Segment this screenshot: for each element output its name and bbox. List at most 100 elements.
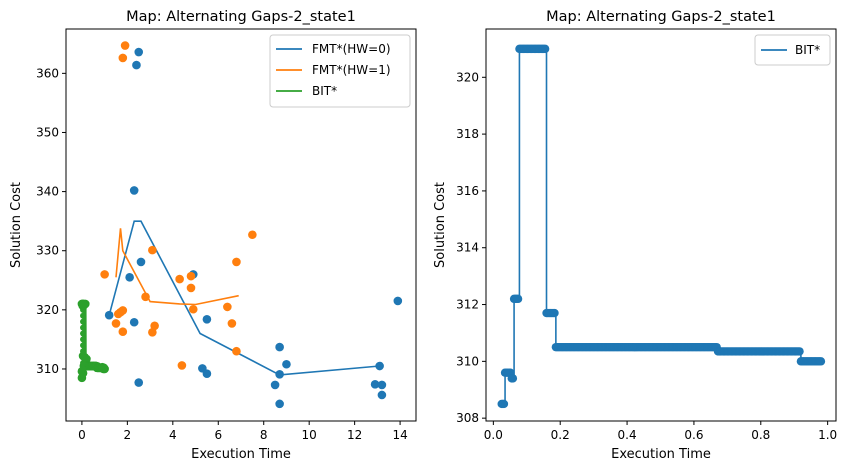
data-point-fmt-hw-1 bbox=[186, 271, 196, 281]
legend-label-bit: BIT* bbox=[312, 84, 337, 98]
legend-label-fmt-hw1: FMT*(HW=1) bbox=[312, 63, 391, 77]
x-tick-label: 0.8 bbox=[751, 428, 770, 442]
x-tick-label: 1.0 bbox=[818, 428, 837, 442]
data-point-fmt-hw-0 bbox=[132, 60, 141, 70]
data-point-fmt-hw-1 bbox=[111, 319, 121, 328]
left-chart-title: Map: Alternating Gaps-2_state1 bbox=[126, 9, 356, 25]
legend-label-fmt-hw0: FMT*(HW=0) bbox=[312, 42, 391, 56]
x-tick-label: 4 bbox=[169, 428, 177, 442]
data-point-bit bbox=[80, 354, 87, 361]
y-tick-label: 318 bbox=[456, 127, 479, 141]
data-point-fmt-hw-0 bbox=[377, 390, 387, 400]
data-point-bit bbox=[816, 357, 826, 366]
data-point-bit bbox=[80, 318, 87, 325]
x-tick-label: 0 bbox=[78, 428, 86, 442]
right-chart-title: Map: Alternating Gaps-2_state1 bbox=[546, 9, 776, 25]
y-tick-label: 310 bbox=[36, 362, 59, 376]
data-point-fmt-hw-1 bbox=[248, 230, 257, 240]
left-chart-plot-area bbox=[77, 41, 403, 409]
y-tick-label: 320 bbox=[456, 70, 479, 84]
right-chart: 0.0 0.2 0.4 0.6 0.8 1.0 308 310 312 314 316 318 320… bbox=[433, 9, 837, 462]
data-point-fmt-hw-1 bbox=[223, 302, 232, 312]
series-line-fmt-hw-0 bbox=[108, 220, 380, 376]
data-point-bit bbox=[80, 330, 87, 337]
y-tick-label: 312 bbox=[456, 298, 479, 312]
data-point-fmt-hw-1 bbox=[118, 53, 128, 63]
left-chart-x-label: Execution Time bbox=[191, 447, 291, 462]
right-chart-plot-area bbox=[497, 44, 826, 409]
right-chart-y-axis: 308 310 312 314 316 318 320 bbox=[456, 70, 486, 425]
data-point-fmt-hw-1 bbox=[150, 321, 159, 331]
x-tick-label: 0.2 bbox=[551, 428, 570, 442]
data-point-bit bbox=[513, 294, 523, 304]
data-point-bit bbox=[80, 365, 87, 372]
right-chart-frame bbox=[485, 28, 837, 422]
data-point-fmt-hw-1 bbox=[177, 361, 187, 370]
data-point-bit bbox=[80, 336, 87, 343]
left-chart-x-axis: 0 2 4 6 8 10 12 14 bbox=[78, 421, 408, 442]
data-point-bit bbox=[80, 324, 87, 331]
data-point-fmt-hw-1 bbox=[188, 304, 198, 314]
x-tick-label: 6 bbox=[214, 428, 222, 442]
data-point-fmt-hw-1 bbox=[148, 245, 157, 255]
data-point-fmt-hw-1 bbox=[120, 41, 130, 50]
data-point-bit bbox=[540, 44, 550, 54]
data-point-fmt-hw-0 bbox=[377, 380, 387, 390]
data-point-bit bbox=[80, 371, 87, 378]
data-point-bit bbox=[508, 374, 518, 383]
data-point-bit bbox=[99, 363, 109, 373]
data-point-fmt-hw-0 bbox=[125, 273, 134, 282]
data-point-bit bbox=[795, 347, 804, 356]
data-point-fmt-hw-1 bbox=[232, 257, 241, 267]
data-point-bit bbox=[550, 308, 559, 318]
data-point-fmt-hw-0 bbox=[136, 257, 146, 267]
x-tick-label: 10 bbox=[302, 428, 317, 442]
data-point-fmt-hw-0 bbox=[393, 296, 403, 306]
data-point-fmt-hw-1 bbox=[118, 327, 128, 337]
left-chart-y-label: Solution Cost bbox=[9, 182, 24, 268]
x-tick-label: 14 bbox=[392, 428, 407, 442]
y-tick-label: 314 bbox=[456, 241, 479, 255]
x-tick-label: 0.6 bbox=[684, 428, 703, 442]
left-chart-frame bbox=[65, 28, 417, 422]
legend-label-bit: BIT* bbox=[795, 43, 820, 57]
right-chart-legend: BIT* bbox=[754, 34, 831, 66]
y-tick-label: 330 bbox=[36, 244, 59, 258]
data-point-fmt-hw-1 bbox=[148, 328, 157, 337]
data-point-fmt-hw-0 bbox=[134, 47, 144, 57]
data-point-fmt-hw-0 bbox=[134, 378, 144, 387]
y-tick-label: 308 bbox=[456, 411, 479, 425]
data-point-fmt-hw-1 bbox=[175, 274, 184, 284]
x-tick-label: 2 bbox=[124, 428, 132, 442]
left-chart-legend: FMT*(HW=0) FMT*(HW=1) BIT* bbox=[269, 34, 411, 108]
data-point-fmt-hw-1 bbox=[100, 270, 109, 279]
data-point-bit bbox=[499, 399, 509, 409]
data-point-fmt-hw-1 bbox=[227, 319, 237, 328]
x-tick-label: 8 bbox=[260, 428, 268, 442]
legend-box bbox=[754, 34, 831, 66]
data-point-bit bbox=[80, 348, 87, 355]
data-point-bit bbox=[80, 306, 87, 313]
y-tick-label: 310 bbox=[456, 354, 479, 368]
legend-box bbox=[269, 34, 411, 108]
y-tick-label: 350 bbox=[36, 125, 59, 139]
data-point-fmt-hw-0 bbox=[370, 380, 380, 389]
data-point-fmt-hw-1 bbox=[118, 306, 128, 315]
y-tick-label: 340 bbox=[36, 185, 59, 199]
y-tick-label: 360 bbox=[36, 66, 59, 80]
data-point-fmt-hw-0 bbox=[275, 342, 284, 352]
data-point-fmt-hw-0 bbox=[270, 380, 280, 390]
data-point-bit bbox=[80, 342, 87, 349]
data-point-fmt-hw-0 bbox=[275, 399, 284, 409]
x-tick-label: 0.0 bbox=[484, 428, 503, 442]
right-chart-x-axis: 0.0 0.2 0.4 0.6 0.8 1.0 bbox=[484, 421, 837, 442]
data-point-fmt-hw-1 bbox=[186, 283, 196, 293]
data-point-fmt-hw-0 bbox=[202, 369, 212, 378]
data-point-fmt-hw-0 bbox=[375, 361, 384, 371]
data-point-bit bbox=[80, 312, 87, 319]
y-tick-label: 320 bbox=[36, 303, 59, 317]
data-point-fmt-hw-1 bbox=[141, 292, 150, 302]
data-point-fmt-hw-0 bbox=[202, 315, 212, 324]
data-point-fmt-hw-0 bbox=[129, 186, 139, 195]
